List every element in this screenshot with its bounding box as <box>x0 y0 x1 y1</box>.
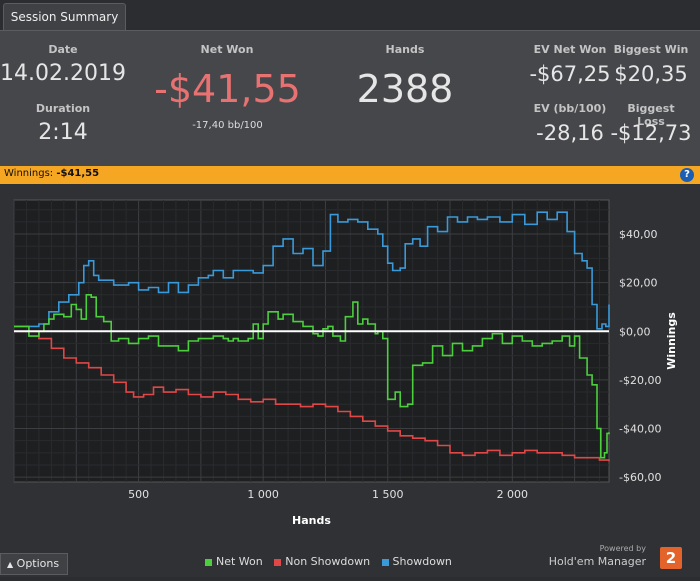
y-tick-label: -$60,00 <box>619 471 661 484</box>
x-tick-label: 2 000 <box>497 488 529 501</box>
hands-value: 2388 <box>356 67 454 111</box>
winnings-bar-text: Winnings: -$41,55 <box>4 168 99 179</box>
brand-name: Hold'em Manager <box>548 555 646 568</box>
x-tick-label: 500 <box>128 488 149 501</box>
y-tick-label: $0,00 <box>619 325 651 338</box>
winnings-bar-label: Winnings: <box>4 168 54 179</box>
series-line-showdown <box>14 211 610 330</box>
brand: Powered by Hold'em Manager 2 <box>549 544 690 574</box>
help-icon[interactable]: ? <box>680 168 694 182</box>
legend-net-won-swatch <box>205 558 212 566</box>
series-line-net-won <box>14 294 610 459</box>
duration-label: Duration <box>35 102 91 115</box>
tab-session-summary[interactable]: Session Summary <box>3 3 126 30</box>
net-won-bb: -17,40 bb/100 <box>192 120 263 131</box>
legend-net-won[interactable]: Net Won <box>205 555 263 568</box>
biggest-loss-label: Biggest Loss <box>627 102 675 128</box>
net-won-value: -$41,55 <box>154 67 301 111</box>
winnings-bar-value: -$41,55 <box>56 168 100 179</box>
legend-showdown-swatch <box>381 558 389 566</box>
ev-net-won-value: -$67,25 <box>529 62 611 86</box>
tab-bar: Session Summary <box>0 0 700 30</box>
x-axis-label: Hands <box>292 514 331 527</box>
y-tick-label: $20,00 <box>619 277 658 290</box>
powered-by-text: Powered by <box>599 544 646 553</box>
hands-label: Hands <box>385 43 425 56</box>
legend-showdown-label: Showdown <box>392 555 452 568</box>
y-tick-label: -$40,00 <box>619 423 661 436</box>
x-tick-label: 1 500 <box>372 488 404 501</box>
plot-area <box>13 199 610 483</box>
legend-non-showdown-swatch <box>274 558 282 566</box>
winnings-chart-svg: 500 1 000 1 500 2 000 $40,00 $20,00 $0,00 -$20,… <box>13 199 678 527</box>
duration-value: 2:14 <box>38 120 88 145</box>
series-line-non-showdown <box>14 330 610 462</box>
net-won-label: Net Won <box>200 43 254 56</box>
legend-showdown[interactable]: Showdown <box>381 555 452 568</box>
date-label: Date <box>48 43 78 56</box>
chart-legend: Net Won Non Showdown Showdown <box>205 555 460 568</box>
options-button[interactable]: ▲ Options <box>0 553 68 575</box>
ev-net-won-label: EV Net Won <box>533 43 607 56</box>
caret-up-icon: ▲ <box>7 560 14 569</box>
biggest-loss-value: -$12,73 <box>610 121 692 145</box>
winnings-chart: 500 1 000 1 500 2 000 $40,00 $20,00 $0,00 -$20,… <box>0 184 700 577</box>
y-tick-label: $40,00 <box>619 228 658 241</box>
legend-non-showdown-label: Non Showdown <box>285 555 371 568</box>
biggest-win-value: $20,35 <box>614 62 688 86</box>
ev-bb-value: -28,16 <box>536 121 604 145</box>
ev-bb-label: EV (bb/100) <box>533 102 607 115</box>
hm2-logo: 2 <box>660 547 682 569</box>
options-label: Options <box>16 557 60 570</box>
session-summary-panel: Date 14.02.2019 Duration 2:14 Net Won -$… <box>0 30 700 167</box>
biggest-win-label: Biggest Win <box>613 43 689 56</box>
date-value: 14.02.2019 <box>0 61 126 86</box>
winnings-bar: Winnings: -$41,55 ? <box>0 166 700 184</box>
legend-non-showdown[interactable]: Non Showdown <box>274 555 370 568</box>
y-axis-label: Winnings <box>665 312 678 370</box>
legend-net-won-label: Net Won <box>216 555 263 568</box>
y-tick-label: -$20,00 <box>619 374 661 387</box>
x-tick-label: 1 000 <box>247 488 279 501</box>
